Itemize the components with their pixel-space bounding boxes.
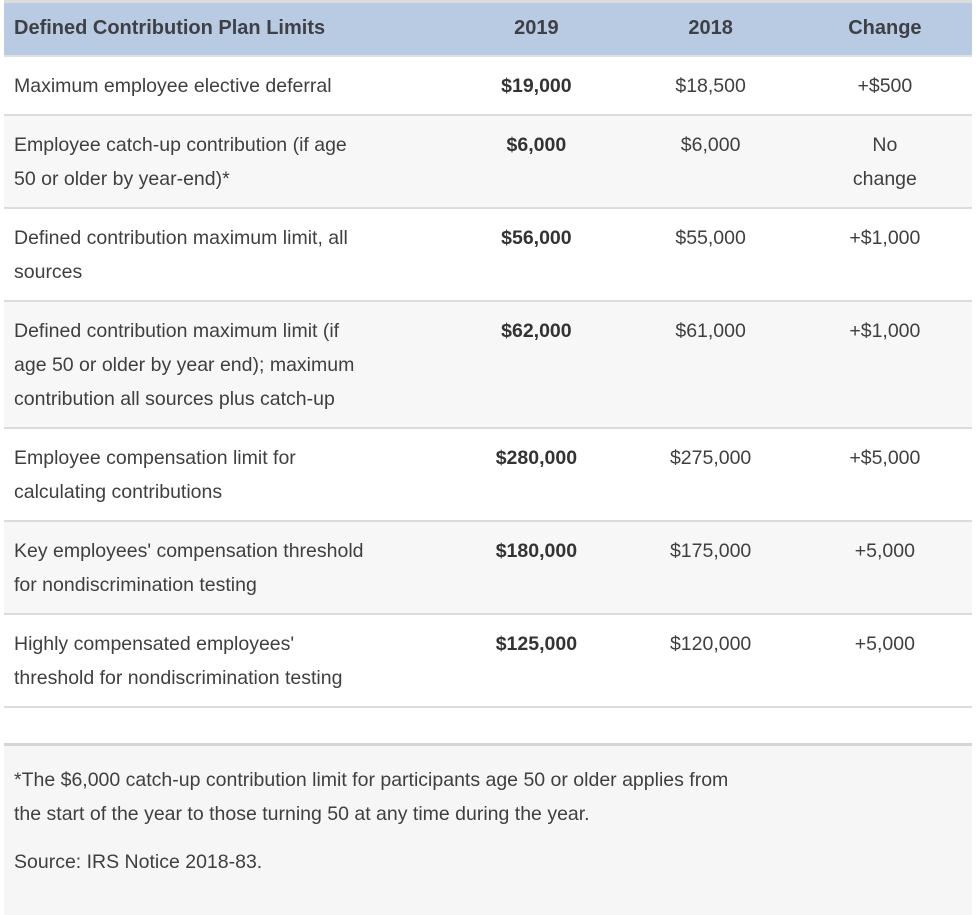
change-cell: +$1,000	[797, 300, 972, 429]
change-cell: +5,000	[797, 613, 972, 708]
value-2018-cell: $55,000	[623, 207, 798, 302]
header-change: Change	[797, 1, 972, 57]
asterisk-footnote-text: *The $6,000 catch-up contribution limit …	[14, 768, 729, 825]
value-2019-cell: $180,000	[449, 520, 624, 615]
value-2018-cell: $6,000	[623, 114, 798, 209]
row-label-cell: Maximum employee elective deferral	[4, 55, 450, 116]
value-2019-cell: $62,000	[449, 300, 624, 429]
contribution-limits-table: Defined Contribution Plan Limits 2019 20…	[4, 0, 972, 708]
table-header-row: Defined Contribution Plan Limits 2019 20…	[4, 1, 972, 57]
table-row: Defined contribution maximum limit, all …	[4, 207, 972, 302]
table-row: Defined contribution maximum limit (if a…	[4, 300, 972, 429]
value-2018-cell: $18,500	[623, 55, 798, 116]
row-label-cell: Highly compensated employees' threshold …	[4, 613, 450, 708]
table-body: Maximum employee elective deferral $19,0…	[4, 55, 972, 708]
footnote-section: *The $6,000 catch-up contribution limit …	[4, 742, 972, 915]
row-label-cell: Defined contribution maximum limit (if a…	[4, 300, 450, 429]
value-2019-cell: $56,000	[449, 207, 624, 302]
value-2018-cell: $275,000	[623, 427, 798, 522]
header-2018: 2018	[623, 1, 798, 57]
value-2019-cell: $6,000	[449, 114, 624, 209]
value-2018-cell: $175,000	[623, 520, 798, 615]
header-2019: 2019	[449, 1, 624, 57]
value-2019-cell: $125,000	[449, 613, 624, 708]
change-cell: No change	[797, 114, 972, 209]
table-row: Maximum employee elective deferral $19,0…	[4, 55, 972, 116]
value-2019-cell: $280,000	[449, 427, 624, 522]
change-cell: +$500	[797, 55, 972, 116]
value-2018-cell: $120,000	[623, 613, 798, 708]
table-row: Employee compensation limit for calculat…	[4, 427, 972, 522]
table-row: Key employees' compensation threshold fo…	[4, 520, 972, 615]
table-row: Employee catch-up contribution (if age 5…	[4, 114, 972, 209]
value-2018-cell: $61,000	[623, 300, 798, 429]
table-head: Defined Contribution Plan Limits 2019 20…	[4, 1, 972, 57]
row-label-cell: Defined contribution maximum limit, all …	[4, 207, 450, 302]
value-2019-cell: $19,000	[449, 55, 624, 116]
change-cell: +$5,000	[797, 427, 972, 522]
row-label-cell: Key employees' compensation threshold fo…	[4, 520, 450, 615]
row-label-cell: Employee compensation limit for calculat…	[4, 427, 450, 522]
header-plan-limits: Defined Contribution Plan Limits	[4, 1, 450, 57]
source-text: Source: IRS Notice 2018-83.	[14, 850, 263, 873]
row-label-cell: Employee catch-up contribution (if age 5…	[4, 114, 450, 209]
table-row: Highly compensated employees' threshold …	[4, 613, 972, 708]
change-cell: +$1,000	[797, 207, 972, 302]
change-cell: +5,000	[797, 520, 972, 615]
